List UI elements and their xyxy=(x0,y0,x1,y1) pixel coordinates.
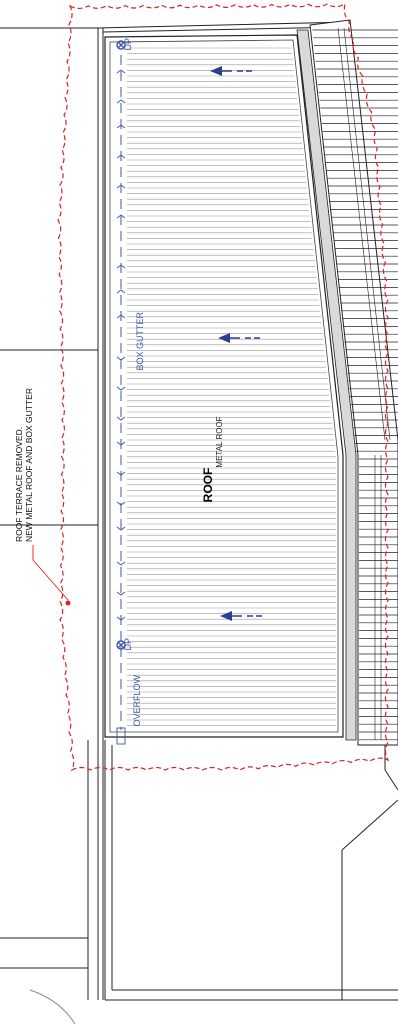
annotation-leader xyxy=(32,545,71,606)
overflow-label: OVERFLOW xyxy=(132,675,142,727)
arrow-left-icon xyxy=(218,333,262,343)
downpipe-bottom: DP xyxy=(116,638,133,651)
downpipe-bottom-label: DP xyxy=(123,638,133,651)
revision-cloud xyxy=(57,2,390,772)
annotation-line-2: NEW METAL ROOF AND BOX GUTTER xyxy=(24,388,34,542)
arrow-left-icon xyxy=(220,611,264,621)
downpipe-top-label: DP xyxy=(123,38,133,51)
roof-subtitle: METAL ROOF xyxy=(215,416,224,467)
arrow-left-icon xyxy=(210,66,254,76)
roof-title: ROOF xyxy=(201,468,215,503)
adjacent-roof xyxy=(309,19,398,746)
circle-cross-icon xyxy=(116,40,126,50)
annotation-line-1: ROOF TERRACE REMOVED. xyxy=(14,427,24,542)
box-gutter xyxy=(116,55,126,730)
downpipe-top: DP xyxy=(116,38,133,51)
box-gutter-label: BOX GUTTER xyxy=(135,312,145,371)
circle-cross-icon xyxy=(116,640,126,650)
metal-roof-panel xyxy=(104,34,344,738)
overflow-outlet xyxy=(116,727,126,745)
parapet-wall xyxy=(296,29,357,741)
